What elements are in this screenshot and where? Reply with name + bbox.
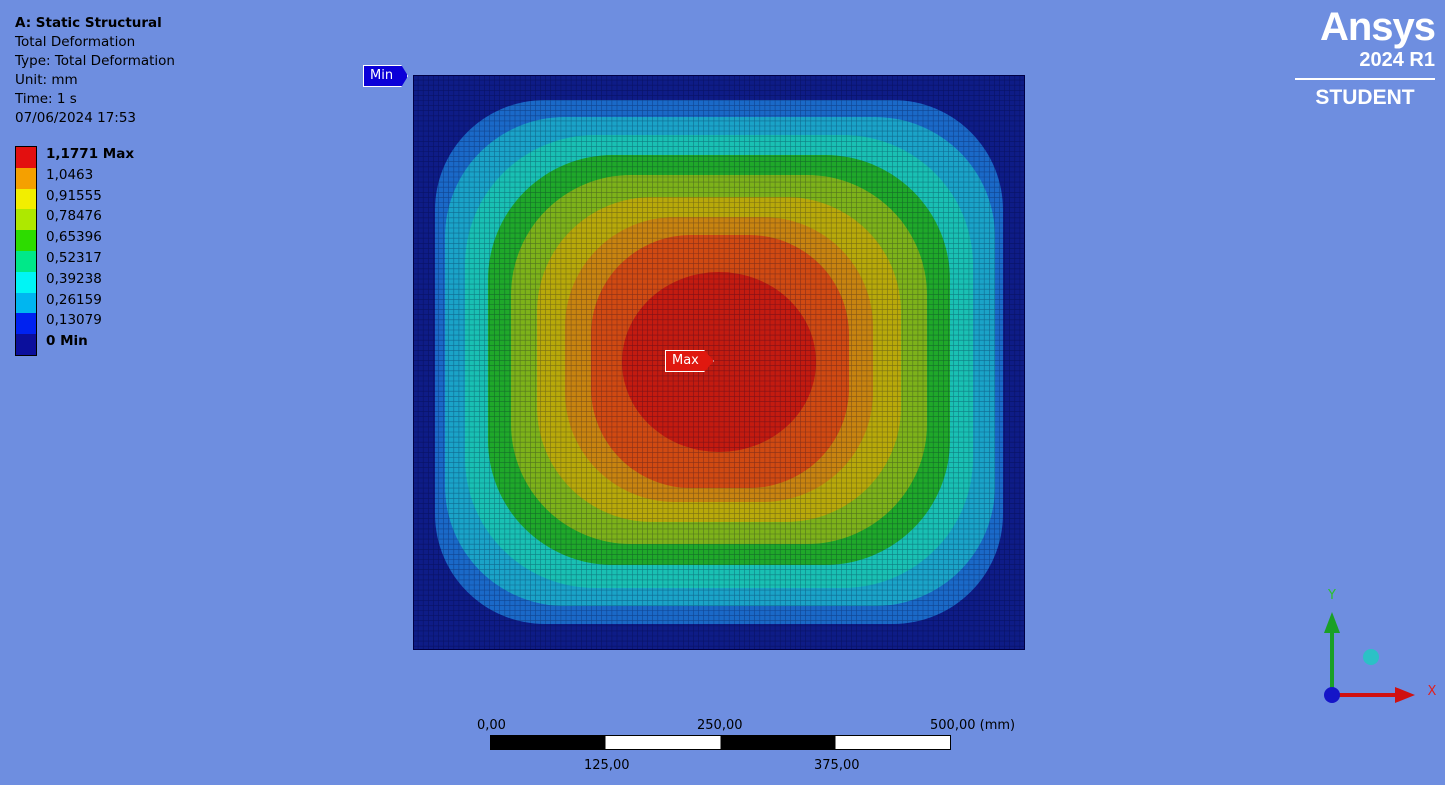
legend-value-label: 0,78476 xyxy=(46,208,102,225)
legend-swatch xyxy=(16,334,36,355)
min-probe-tag[interactable]: Min xyxy=(363,65,409,87)
x-axis-label: X xyxy=(1428,684,1437,699)
legend-swatch xyxy=(16,250,36,272)
y-axis-label: Y xyxy=(1327,588,1336,603)
scale-bar: 0,00 250,00 500,00 (mm) 125,00 375,00 xyxy=(470,715,1030,785)
y-axis-arrow xyxy=(1324,612,1340,633)
analysis-title: A: Static Structural xyxy=(15,15,162,31)
legend-swatch xyxy=(16,209,36,231)
legend-value-label: 0,91555 xyxy=(46,187,102,204)
deformation-contour-plot[interactable] xyxy=(413,75,1025,650)
legend-value-label: 0 Min xyxy=(46,333,88,350)
iso-view-ball[interactable] xyxy=(1363,649,1379,665)
legend-value-label: 0,65396 xyxy=(46,229,102,246)
legend-swatch xyxy=(16,230,36,251)
model-view[interactable] xyxy=(413,75,1025,650)
logo-edition: STUDENT xyxy=(1315,86,1415,109)
logo-divider xyxy=(1295,78,1435,80)
legend-value-label: 0,13079 xyxy=(46,312,102,329)
logo-version: 2024 R1 xyxy=(1359,49,1435,71)
result-unit: Unit: mm xyxy=(15,72,78,88)
x-axis-arrow xyxy=(1395,687,1415,703)
legend-value-label: 1,1771 Max xyxy=(46,146,135,162)
mesh-grid xyxy=(413,75,1025,650)
scale-label-375: 375,00 xyxy=(814,758,860,773)
legend-value-label: 0,39238 xyxy=(46,270,102,287)
legend-value-label: 0,52317 xyxy=(46,250,102,266)
legend-value-label: 0,26159 xyxy=(46,291,102,308)
scale-label-125: 125,00 xyxy=(584,758,630,773)
legend-swatch xyxy=(16,271,36,293)
scale-bar-graphic xyxy=(490,735,951,750)
scale-label-500: 500,00 (mm) xyxy=(930,718,1016,733)
scale-label-0: 0,00 xyxy=(477,718,506,733)
legend-swatch xyxy=(16,147,36,168)
result-timestamp: 07/06/2024 17:53 xyxy=(15,110,137,126)
ansys-logo: Ansys 2024 R1 STUDENT xyxy=(1295,5,1436,110)
z-axis-dot xyxy=(1324,687,1340,703)
result-name: Total Deformation xyxy=(15,34,136,50)
contour-max-region xyxy=(622,272,816,452)
result-type: Type: Total Deformation xyxy=(15,53,175,69)
legend-color-bar xyxy=(15,146,37,356)
legend-swatch xyxy=(16,167,36,189)
legend-swatch xyxy=(16,188,36,210)
max-probe-tag[interactable]: Max xyxy=(665,350,714,372)
plate-border xyxy=(413,75,1025,650)
mesh-lines xyxy=(413,75,1025,650)
coordinate-triad[interactable]: Y X xyxy=(1300,585,1440,715)
legend-swatch xyxy=(16,313,36,335)
logo-brand: Ansys xyxy=(1319,5,1436,49)
result-time: Time: 1 s xyxy=(15,91,77,107)
legend-value-label: 1,0463 xyxy=(46,166,94,183)
scale-label-250: 250,00 xyxy=(697,718,743,733)
legend-swatch xyxy=(16,292,36,314)
result-info: A: Static Structural Total Deformation T… xyxy=(15,14,175,128)
